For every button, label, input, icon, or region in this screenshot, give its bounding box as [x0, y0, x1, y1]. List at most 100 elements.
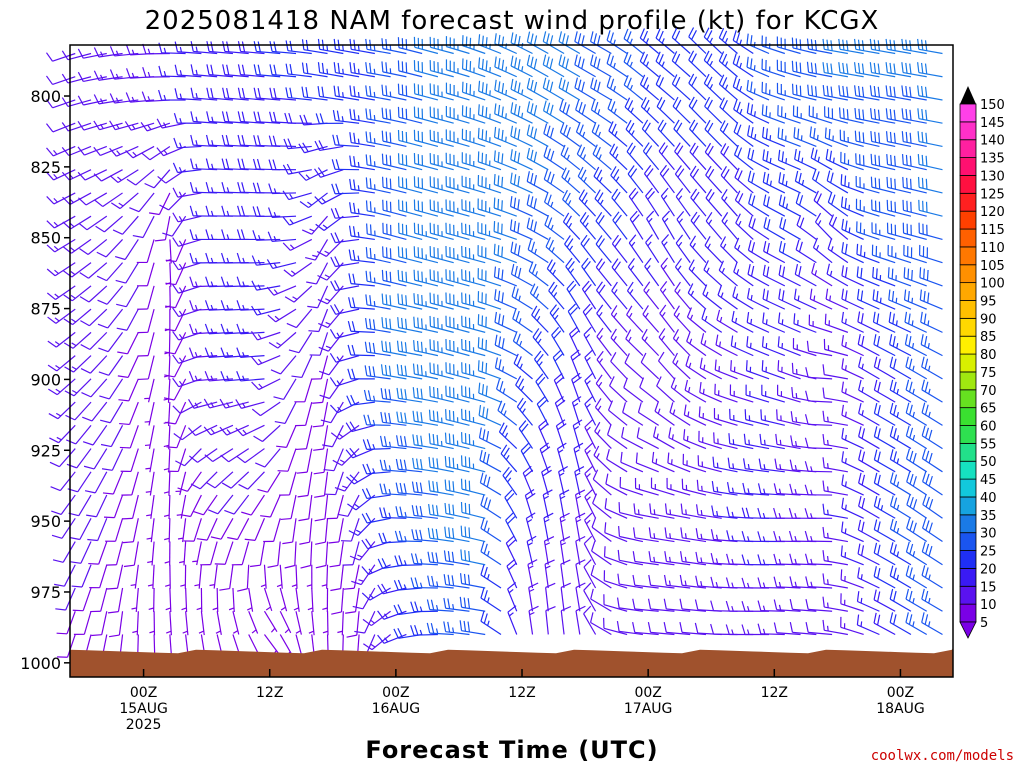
wind-barb — [236, 252, 265, 264]
wind-barb — [397, 60, 423, 78]
wind-barb — [919, 244, 943, 264]
wind-barb — [856, 243, 880, 264]
wind-barb — [686, 307, 707, 333]
wind-barb — [494, 289, 517, 310]
wind-barb — [841, 358, 864, 380]
colorbar-segment — [959, 478, 977, 498]
wind-barb — [562, 189, 581, 217]
wind-barb — [175, 471, 187, 496]
wind-barb — [109, 145, 139, 157]
wind-barb — [856, 266, 880, 287]
wind-barb — [757, 577, 785, 589]
wind-barb — [533, 350, 549, 380]
wind-barb — [623, 51, 644, 78]
wind-barb — [623, 377, 644, 403]
wind-barb — [808, 105, 833, 124]
wind-barb — [918, 222, 943, 240]
wind-barb — [382, 199, 407, 217]
wind-barb — [413, 129, 439, 148]
wind-barb — [541, 465, 552, 496]
wind-barb — [623, 75, 644, 101]
wind-barb — [841, 335, 864, 357]
wind-barb — [365, 131, 391, 148]
wind-barb — [617, 573, 643, 589]
wind-barb — [873, 379, 896, 403]
wind-barb — [777, 336, 801, 357]
wind-barb — [777, 360, 801, 380]
wind-barb — [567, 303, 581, 333]
wind-barb — [805, 367, 833, 380]
colorbar-label: 115 — [980, 223, 1005, 238]
wind-barb — [427, 551, 454, 566]
wind-barb — [237, 564, 250, 592]
wind-barb — [840, 151, 864, 171]
wind-barb — [381, 269, 407, 287]
wind-barb — [429, 129, 454, 148]
colorbar-label: 35 — [980, 509, 997, 524]
wind-barb — [827, 238, 849, 264]
colorbar-segment — [959, 460, 977, 480]
wind-barb — [609, 143, 628, 171]
wind-barb — [187, 399, 218, 409]
wind-barb — [792, 105, 817, 124]
wind-barb — [591, 121, 612, 147]
wind-barb — [91, 611, 108, 637]
wind-barb — [603, 594, 628, 612]
wind-barb — [606, 30, 628, 55]
wind-barb — [727, 457, 754, 473]
wind-barb — [606, 424, 628, 450]
wind-barb — [906, 494, 928, 519]
wind-barb — [906, 471, 928, 496]
wind-barb — [269, 64, 297, 78]
wind-barb — [679, 551, 707, 566]
wind-barb — [610, 305, 628, 333]
wind-barb — [397, 130, 423, 148]
colorbar-label: 150 — [980, 98, 1005, 113]
wind-barb — [282, 190, 312, 201]
wind-barb — [921, 588, 943, 612]
wind-barb — [526, 217, 549, 240]
wind-barb — [762, 312, 786, 333]
wind-barb — [596, 327, 612, 356]
wind-barb — [673, 305, 691, 333]
wind-barb — [444, 526, 470, 543]
wind-barb — [285, 63, 312, 78]
wind-barb — [825, 288, 849, 310]
wind-barb — [629, 210, 644, 240]
wind-barb — [349, 202, 375, 217]
wind-barb — [130, 564, 139, 589]
wind-barb — [301, 215, 328, 235]
wind-barb — [763, 217, 786, 240]
wind-barb — [314, 192, 344, 205]
wind-barb — [379, 459, 407, 473]
wind-barb — [318, 332, 344, 352]
wind-barb — [686, 331, 707, 357]
wind-barb — [429, 106, 454, 124]
wind-barb — [581, 257, 597, 287]
wind-barb — [672, 352, 691, 380]
wind-barb — [496, 378, 518, 403]
wind-barb — [232, 611, 240, 635]
wind-barb — [148, 587, 155, 613]
wind-barb — [620, 451, 644, 473]
wind-barb — [776, 59, 801, 78]
wind-barb — [413, 199, 439, 217]
wind-barb — [188, 371, 218, 382]
wind-barb — [255, 448, 281, 468]
wind-barb — [80, 355, 108, 374]
wind-barb — [164, 541, 171, 566]
wind-barb — [380, 364, 407, 380]
wind-barb — [873, 542, 896, 566]
wind-barb — [90, 587, 108, 613]
wind-barb — [174, 88, 202, 101]
colorbar-label: 95 — [980, 294, 997, 309]
wind-barb — [69, 518, 92, 541]
wind-barb — [83, 448, 108, 470]
wind-barb — [291, 355, 313, 379]
wind-barb — [582, 303, 597, 333]
wind-barb — [591, 517, 612, 543]
wind-barb — [190, 134, 218, 148]
wind-barb — [889, 379, 912, 403]
wind-barb — [773, 576, 801, 589]
wind-barb — [445, 269, 470, 287]
